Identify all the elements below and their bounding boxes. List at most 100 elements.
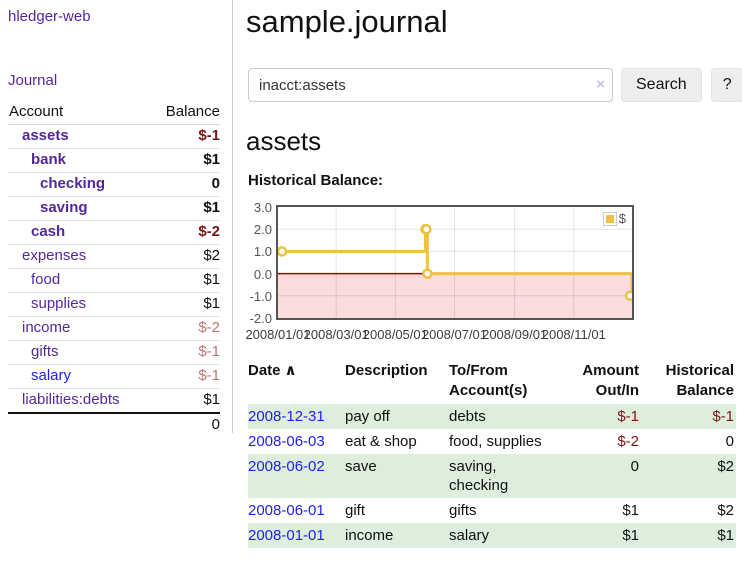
- register-header-accounts: To/From Account(s): [449, 362, 528, 399]
- y-axis-tick-label: 1.0: [253, 244, 272, 260]
- transaction-row: 2008-12-31 pay off debts $-1 $-1: [248, 404, 736, 429]
- x-axis-tick-label: 2008/01/01: [245, 327, 311, 342]
- account-row: salary $-1: [8, 364, 220, 389]
- y-axis-tick-label: -2.0: [249, 311, 272, 326]
- transaction-amount: 0: [630, 458, 639, 475]
- accounts-header-account: Account: [8, 100, 150, 125]
- account-row: supplies $1: [8, 292, 220, 317]
- accounts-total-row: 0: [8, 412, 220, 437]
- search-button[interactable]: Search: [621, 68, 702, 102]
- account-row: income $-2: [8, 316, 220, 341]
- account-balance: $1: [149, 268, 220, 293]
- register-header-amount: Amount Out/In: [582, 362, 639, 399]
- app-brand-link[interactable]: hledger-web: [8, 8, 91, 25]
- account-heading: assets: [246, 126, 322, 156]
- x-axis-tick-label: 2008/11/01: [541, 327, 606, 342]
- sidebar-divider: [232, 0, 233, 433]
- sidebar-accounts-table: Account Balance assets $-1 bank $1 checking 0…: [8, 100, 220, 437]
- sidebar-accounts-body: assets $-1 bank $1 checking 0 saving $1 cash $-2 e…: [8, 125, 220, 413]
- account-link[interactable]: food: [31, 271, 61, 288]
- transaction-date-link[interactable]: 2008-01-01: [248, 527, 325, 544]
- legend-swatch-icon: [602, 211, 617, 226]
- account-balance: 0: [149, 172, 220, 197]
- account-link[interactable]: salary: [31, 367, 72, 384]
- balance-chart-svg: [278, 207, 632, 318]
- account-link[interactable]: income: [22, 319, 71, 336]
- data-point-marker: [278, 246, 288, 257]
- search-bar: × Search ?: [248, 68, 742, 102]
- x-axis-tick-label: 2008/05/01: [362, 327, 428, 342]
- transaction-date-link[interactable]: 2008-06-01: [248, 502, 325, 519]
- account-row: gifts $-1: [8, 340, 220, 365]
- account-row: expenses $2: [8, 244, 220, 269]
- chart-legend: $: [600, 210, 628, 227]
- transaction-row: 2008-06-03 eat & shop food, supplies $-2 0: [248, 429, 736, 454]
- data-point-marker: [421, 223, 432, 235]
- clear-search-icon[interactable]: ×: [596, 76, 605, 93]
- transaction-description: income: [345, 527, 394, 544]
- transaction-date-link[interactable]: 2008-06-02: [248, 458, 325, 475]
- register-body: 2008-12-31 pay off debts $-1 $-1 2008-06-03 ea…: [248, 404, 736, 548]
- account-link[interactable]: liabilities:debts: [22, 391, 120, 408]
- account-row: liabilities:debts $1: [8, 388, 220, 413]
- account-link[interactable]: supplies: [31, 295, 87, 312]
- transaction-description: eat & shop: [345, 433, 417, 450]
- y-axis-tick-label: 0.0: [253, 266, 272, 282]
- y-axis-tick-label: 2.0: [253, 222, 272, 238]
- account-link[interactable]: saving: [40, 199, 88, 216]
- account-link[interactable]: gifts: [31, 343, 59, 360]
- transaction-accounts: food, supplies: [449, 433, 542, 450]
- transaction-balance: $2: [717, 502, 734, 519]
- account-link[interactable]: assets: [22, 127, 69, 144]
- account-balance: $-2: [149, 220, 220, 245]
- account-row: saving $1: [8, 196, 220, 221]
- account-row: checking 0: [8, 172, 220, 197]
- account-balance: $-2: [149, 316, 220, 341]
- transaction-balance: $1: [717, 527, 734, 544]
- account-link[interactable]: checking: [40, 175, 106, 192]
- transaction-accounts: salary: [449, 527, 490, 544]
- transaction-accounts: gifts: [449, 502, 477, 519]
- data-point-marker: [624, 290, 632, 302]
- transaction-row: 2008-01-01 income salary $1 $1: [248, 523, 736, 548]
- account-balance: $1: [149, 196, 220, 221]
- transaction-amount: $1: [622, 527, 639, 544]
- sidebar-item-journal[interactable]: Journal: [8, 72, 58, 89]
- accounts-header-balance: Balance: [149, 100, 220, 125]
- register-header-description: Description: [345, 362, 428, 379]
- transaction-date-link[interactable]: 2008-06-03: [248, 433, 325, 450]
- account-link[interactable]: cash: [31, 223, 66, 240]
- transaction-accounts: saving, checking: [449, 458, 509, 494]
- account-balance: $-1: [149, 364, 220, 389]
- account-balance: $-1: [149, 340, 220, 365]
- chart-plot-area: $: [276, 205, 634, 320]
- x-axis-tick-label: 2008/09/01: [482, 327, 548, 342]
- account-balance: $2: [149, 244, 220, 269]
- transaction-description: save: [345, 458, 377, 475]
- account-row: cash $-2: [8, 220, 220, 245]
- transaction-description: pay off: [345, 408, 390, 425]
- help-button[interactable]: ?: [710, 68, 742, 102]
- account-balance: $1: [149, 388, 220, 413]
- account-balance: $-1: [198, 127, 220, 144]
- account-balance: $1: [149, 148, 220, 173]
- account-row: bank $1: [8, 148, 220, 173]
- search-input[interactable]: [248, 68, 613, 102]
- transaction-balance: $2: [717, 458, 734, 475]
- transaction-amount: $-1: [617, 408, 639, 425]
- register-header-balance: Historical Balance: [665, 362, 734, 399]
- data-point-marker: [422, 268, 433, 279]
- register-header-date[interactable]: Date ∧: [248, 362, 297, 379]
- page-title: sample.journal: [246, 4, 448, 39]
- account-row: assets $-1: [8, 125, 220, 149]
- account-link[interactable]: bank: [31, 151, 67, 168]
- historical-balance-chart: $ 3.0 2.0 1.0 0.0 -1.0 -2.0 2008/01/01 2008/03/…: [245, 199, 648, 344]
- transaction-balance: $-1: [712, 408, 734, 425]
- y-axis-tick-label: -1.0: [249, 288, 272, 304]
- transaction-date-link[interactable]: 2008-12-31: [248, 408, 325, 425]
- x-axis-tick-label: 2008/03/01: [303, 327, 369, 342]
- transaction-amount: $-2: [617, 433, 639, 450]
- account-link[interactable]: expenses: [22, 247, 87, 264]
- transaction-accounts: debts: [449, 408, 486, 425]
- legend-label: $: [618, 211, 626, 226]
